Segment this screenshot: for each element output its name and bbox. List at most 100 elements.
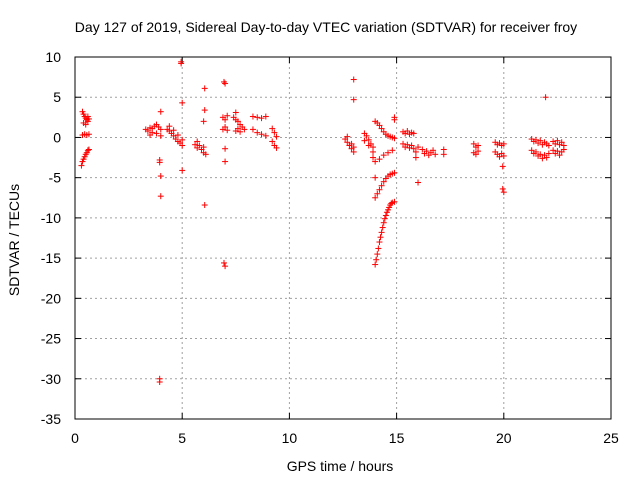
data-point bbox=[408, 142, 415, 149]
data-point bbox=[378, 125, 385, 132]
data-point bbox=[179, 99, 186, 106]
data-point bbox=[391, 169, 398, 176]
data-point bbox=[499, 185, 506, 192]
data-point bbox=[350, 96, 357, 103]
data-point bbox=[560, 146, 567, 153]
x-tick-label: 15 bbox=[389, 430, 405, 446]
data-point bbox=[174, 132, 181, 139]
y-tick-label: -10 bbox=[41, 210, 61, 226]
data-point bbox=[85, 131, 92, 138]
y-tick-label: -30 bbox=[41, 371, 61, 387]
data-point bbox=[542, 94, 549, 101]
data-point bbox=[157, 108, 164, 115]
data-point bbox=[234, 118, 241, 125]
data-point bbox=[376, 156, 383, 163]
data-point bbox=[157, 132, 164, 139]
data-point bbox=[380, 219, 387, 226]
data-point bbox=[147, 132, 154, 139]
data-point bbox=[499, 163, 506, 170]
data-point bbox=[170, 132, 177, 139]
x-tick-label: 5 bbox=[178, 430, 186, 446]
data-point bbox=[377, 234, 384, 241]
data-point bbox=[249, 113, 256, 120]
data-point bbox=[365, 142, 372, 149]
data-point bbox=[532, 136, 539, 143]
data-point bbox=[157, 126, 164, 133]
data-point bbox=[528, 147, 535, 154]
data-point bbox=[415, 144, 422, 151]
y-tick-label: 10 bbox=[45, 49, 61, 65]
data-point bbox=[170, 127, 177, 134]
data-point bbox=[194, 138, 201, 145]
data-point bbox=[380, 178, 387, 185]
data-point bbox=[344, 133, 351, 140]
data-point bbox=[350, 76, 357, 83]
data-point bbox=[78, 162, 85, 169]
y-tick-label: 5 bbox=[53, 89, 61, 105]
data-point bbox=[391, 135, 398, 142]
data-point bbox=[222, 263, 229, 270]
data-point bbox=[412, 154, 419, 161]
data-point bbox=[380, 152, 387, 159]
data-point bbox=[224, 112, 231, 119]
data-point bbox=[376, 186, 383, 193]
data-point bbox=[372, 158, 379, 165]
data-point bbox=[545, 142, 552, 149]
data-point bbox=[262, 132, 269, 139]
x-tick-label: 10 bbox=[282, 430, 298, 446]
data-point bbox=[201, 202, 208, 209]
data-point bbox=[539, 155, 546, 162]
data-point bbox=[157, 193, 164, 200]
y-tick-label: -15 bbox=[41, 250, 61, 266]
data-point bbox=[372, 261, 379, 268]
data-point bbox=[241, 126, 248, 133]
data-point bbox=[200, 144, 207, 151]
data-point bbox=[149, 125, 156, 132]
data-point bbox=[404, 128, 411, 135]
data-point bbox=[415, 179, 422, 186]
data-point bbox=[388, 200, 395, 207]
x-axis-label: GPS time / hours bbox=[287, 458, 394, 474]
data-point bbox=[404, 141, 411, 148]
data-point bbox=[372, 194, 379, 201]
axis-ticks bbox=[74, 56, 612, 420]
data-point bbox=[84, 113, 91, 120]
data-point bbox=[249, 126, 256, 133]
data-point bbox=[222, 80, 229, 87]
data-point bbox=[496, 153, 503, 160]
data-point bbox=[344, 139, 351, 146]
data-point bbox=[410, 130, 417, 137]
data-point bbox=[156, 378, 163, 385]
y-tick-label: -25 bbox=[41, 331, 61, 347]
data-point bbox=[410, 145, 417, 152]
data-point bbox=[537, 137, 544, 144]
data-point bbox=[201, 85, 208, 92]
data-point bbox=[269, 125, 276, 132]
data-point bbox=[258, 131, 265, 138]
data-point bbox=[391, 198, 398, 205]
data-point bbox=[389, 147, 396, 154]
data-point bbox=[545, 150, 552, 157]
x-tick-labels: 0 5 10 15 20 25 bbox=[71, 430, 619, 446]
data-series-sdtvar bbox=[78, 58, 567, 385]
data-point bbox=[201, 107, 208, 114]
data-point bbox=[430, 147, 437, 154]
data-point bbox=[475, 148, 482, 155]
data-point bbox=[221, 259, 228, 266]
data-point bbox=[381, 215, 388, 222]
data-point bbox=[363, 132, 370, 139]
data-point bbox=[85, 146, 92, 153]
data-point bbox=[556, 152, 563, 159]
data-point bbox=[412, 148, 419, 155]
data-point bbox=[554, 137, 561, 144]
data-point bbox=[144, 128, 151, 135]
data-point bbox=[82, 121, 89, 128]
data-point bbox=[370, 148, 377, 155]
y-tick-label: 0 bbox=[53, 129, 61, 145]
data-point bbox=[350, 144, 357, 151]
data-point bbox=[192, 141, 199, 148]
data-point bbox=[374, 251, 381, 258]
x-tick-label: 0 bbox=[71, 430, 79, 446]
data-point bbox=[222, 145, 229, 152]
